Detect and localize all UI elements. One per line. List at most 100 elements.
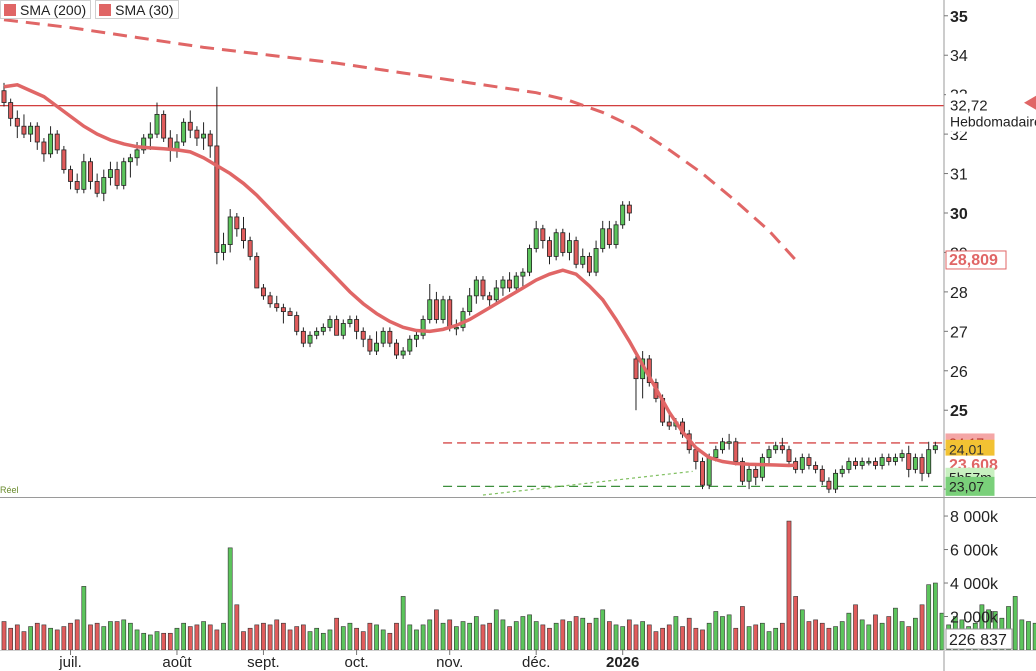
candle-body (753, 468, 759, 478)
volume-bar (653, 631, 659, 651)
volume-bar (799, 609, 805, 651)
volume-bar (1012, 596, 1018, 651)
candle-body (440, 299, 446, 320)
volume-bar (720, 616, 725, 651)
candle-body (107, 169, 113, 178)
candle-body (320, 326, 326, 332)
volume-bar (859, 619, 865, 651)
volume-bar (367, 622, 373, 651)
volume-bar (473, 616, 479, 651)
mode-label: Réel (0, 485, 19, 495)
candle-body (912, 457, 918, 470)
volume-bar (281, 622, 286, 651)
volume-bar (300, 624, 306, 651)
volume-bar (161, 632, 167, 651)
candle-body (14, 117, 20, 127)
candle-body (81, 161, 87, 190)
price-tick-label: 34 (950, 48, 968, 65)
volume-bar (666, 624, 672, 651)
volume-bar (427, 619, 433, 651)
volume-bar (713, 611, 719, 651)
candle-body (74, 181, 80, 190)
volume-bar (420, 624, 426, 651)
candle-body (533, 228, 539, 249)
candle-body (859, 461, 865, 466)
candle-body (413, 334, 419, 340)
volume-bar (247, 627, 253, 651)
volume-bar (932, 582, 938, 651)
volume-bar (194, 624, 200, 651)
volume-bar (114, 621, 120, 651)
candle-body (620, 204, 626, 226)
volume-bar (600, 609, 606, 651)
legend-sma200[interactable]: SMA (200) (0, 0, 92, 19)
candle-body (327, 319, 333, 328)
volume-bar (207, 624, 213, 651)
volume-bar (740, 606, 745, 651)
time-tick-label: sept. (247, 654, 280, 671)
candle-body (839, 468, 845, 474)
volume-bar (520, 616, 526, 651)
candle-body (247, 240, 253, 257)
candle-body (633, 358, 639, 380)
volume-bar (387, 632, 393, 651)
volume-bar (274, 619, 280, 651)
volume-bar (779, 622, 785, 651)
volume-bar (480, 624, 486, 651)
volume-bar (693, 627, 699, 651)
volume-bar (706, 622, 712, 651)
candle-body (806, 457, 812, 466)
candle-body (241, 228, 246, 242)
volume-bar (1026, 621, 1031, 651)
candle-body (460, 311, 466, 328)
volume-bar (201, 621, 206, 651)
volume-bar (607, 621, 612, 651)
candle-body (314, 330, 320, 336)
sma200-line (3, 18, 797, 261)
time-tick-label: oct. (344, 654, 368, 671)
volume-bar (507, 626, 512, 651)
volume-bar (267, 624, 273, 651)
volume-bar (513, 621, 519, 651)
candle-body (88, 161, 93, 182)
candle-body (813, 465, 819, 470)
volume-bar (434, 609, 439, 651)
candle-body (926, 449, 932, 474)
volume-bar (360, 631, 366, 651)
volume-bar (553, 622, 559, 651)
candle-body (181, 121, 187, 143)
candle-body (101, 177, 107, 194)
volume-bar (879, 622, 885, 651)
candle-body (467, 295, 473, 313)
volume-bar (14, 624, 20, 651)
volume-last-text: 226 837 (949, 632, 1007, 649)
legend-sma30[interactable]: SMA (30) (95, 0, 179, 19)
price-tick-label: 26 (950, 364, 968, 381)
candle-body (487, 295, 493, 301)
volume-bar (221, 622, 226, 651)
price-tick-label: 27 (950, 324, 968, 341)
volume-bar (1, 621, 7, 651)
candle-body (380, 330, 386, 344)
sma-lines (3, 18, 797, 468)
volume-bar (440, 622, 446, 651)
volume-bar (893, 607, 898, 651)
candle-body (94, 181, 100, 194)
candle-body (766, 449, 772, 458)
candle-body (613, 224, 619, 245)
volume-bar (141, 632, 147, 651)
volume-bar (700, 629, 705, 651)
volume-bar (227, 547, 233, 651)
volume-bar (254, 624, 260, 651)
candle-body (879, 457, 885, 466)
volume-bar (487, 622, 492, 651)
volume-bar (454, 626, 459, 651)
volume-bar (839, 621, 845, 651)
price-tick-label: 28 (950, 285, 968, 302)
volume-bar (826, 627, 832, 651)
price-label-box (945, 476, 995, 496)
volume-bar (154, 631, 160, 651)
volume-tick-label: 2 000k (950, 610, 999, 627)
